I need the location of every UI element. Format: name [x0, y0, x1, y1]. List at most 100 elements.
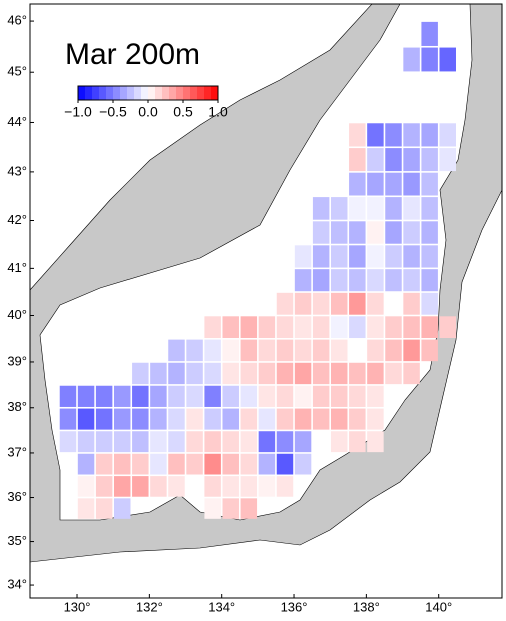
grid-cell [403, 316, 420, 339]
colorbar-step [169, 86, 177, 100]
grid-cell [95, 498, 113, 519]
colorbar-step [127, 86, 135, 100]
grid-cell [439, 148, 456, 172]
grid-cell [349, 431, 366, 453]
grid-cell [421, 221, 438, 244]
grid-cell [312, 339, 330, 362]
grid-cell [330, 292, 348, 315]
grid-cell [113, 408, 131, 430]
grid-cell [294, 453, 312, 475]
grid-cell [276, 431, 294, 453]
grid-cell [95, 476, 113, 497]
grid-cell [186, 431, 203, 453]
grid-cell [150, 431, 167, 453]
grid-cell [150, 476, 167, 497]
colorbar-step [141, 86, 149, 100]
grid-cell [186, 453, 203, 475]
grid-cell [168, 476, 185, 497]
grid-cell [385, 221, 402, 244]
grid-cell [367, 362, 384, 385]
grid-cell [349, 123, 366, 147]
grid-cell [349, 197, 366, 220]
grid-cell [349, 292, 366, 315]
grid-cell [77, 453, 95, 475]
grid-cell [403, 197, 420, 220]
grid-cell [240, 431, 258, 453]
colorbar-step [190, 86, 198, 100]
x-tick-label: 130° [64, 599, 91, 614]
grid-cell [330, 316, 348, 339]
colorbar-step [211, 86, 219, 100]
grid-cell [349, 408, 366, 430]
colorbar-step [113, 86, 121, 100]
grid-cell [330, 431, 348, 453]
grid-cell [186, 339, 203, 362]
map-title: Mar 200m [65, 38, 200, 71]
sea [30, 4, 373, 291]
grid-cell [367, 172, 384, 196]
x-tick-label: 132° [136, 599, 163, 614]
grid-cell [312, 316, 330, 339]
y-tick-label: 36° [7, 489, 27, 504]
colorbar-tick-label: 0.5 [173, 104, 193, 120]
grid-cell [403, 362, 420, 385]
grid-cell [312, 221, 330, 244]
grid-cell [204, 339, 221, 362]
grid-cell [95, 453, 113, 475]
grid-cell [258, 476, 276, 497]
colorbar-tick-label: 0.0 [138, 104, 158, 120]
grid-cell [222, 316, 239, 339]
grid-cell [367, 123, 384, 147]
grid-cell [222, 431, 239, 453]
grid-cell [222, 362, 239, 385]
grid-cell [403, 221, 420, 244]
colorbar-step [120, 86, 128, 100]
grid-cell [367, 316, 384, 339]
grid-cell [258, 362, 276, 385]
x-tick-label: 138° [353, 599, 380, 614]
colorbar-step [134, 86, 142, 100]
colorbar-step [148, 86, 156, 100]
grid-cell [385, 148, 402, 172]
grid-cell [367, 269, 384, 292]
grid-cell [59, 385, 77, 407]
grid-cell [168, 408, 185, 430]
grid-cell [113, 453, 131, 475]
x-tick-label: 136° [281, 599, 308, 614]
grid-cell [421, 148, 438, 172]
y-tick-label: 46° [7, 13, 27, 28]
colorbar-step [162, 86, 170, 100]
grid-cell [59, 431, 77, 453]
grid-cell [312, 197, 330, 220]
grid-cell [385, 339, 402, 362]
grid-cell [258, 316, 276, 339]
grid-cell [349, 362, 366, 385]
grid-cell [367, 385, 384, 407]
x-tick-label: 140° [425, 599, 452, 614]
grid-cell [150, 385, 167, 407]
grid-cell [77, 498, 95, 519]
grid-cell [222, 453, 239, 475]
grid-cell [385, 197, 402, 220]
grid-cell [312, 362, 330, 385]
grid-cell [240, 408, 258, 430]
grid-cell [403, 172, 420, 196]
grid-cell [421, 269, 438, 292]
grid-cell [367, 245, 384, 268]
grid-cell [204, 453, 221, 475]
grid-cell [421, 123, 438, 147]
grid-cell [421, 197, 438, 220]
y-tick-label: 40° [7, 307, 27, 322]
y-tick-label: 39° [7, 353, 27, 368]
grid-cell [168, 431, 185, 453]
grid-cell [113, 498, 131, 519]
grid-cell [276, 408, 294, 430]
y-tick-label: 45° [7, 64, 27, 79]
grid-cell [367, 148, 384, 172]
grid-cell [330, 339, 348, 362]
grid-cell [95, 431, 113, 453]
grid-cell [385, 269, 402, 292]
grid-cell [403, 339, 420, 362]
grid-cell [349, 316, 366, 339]
